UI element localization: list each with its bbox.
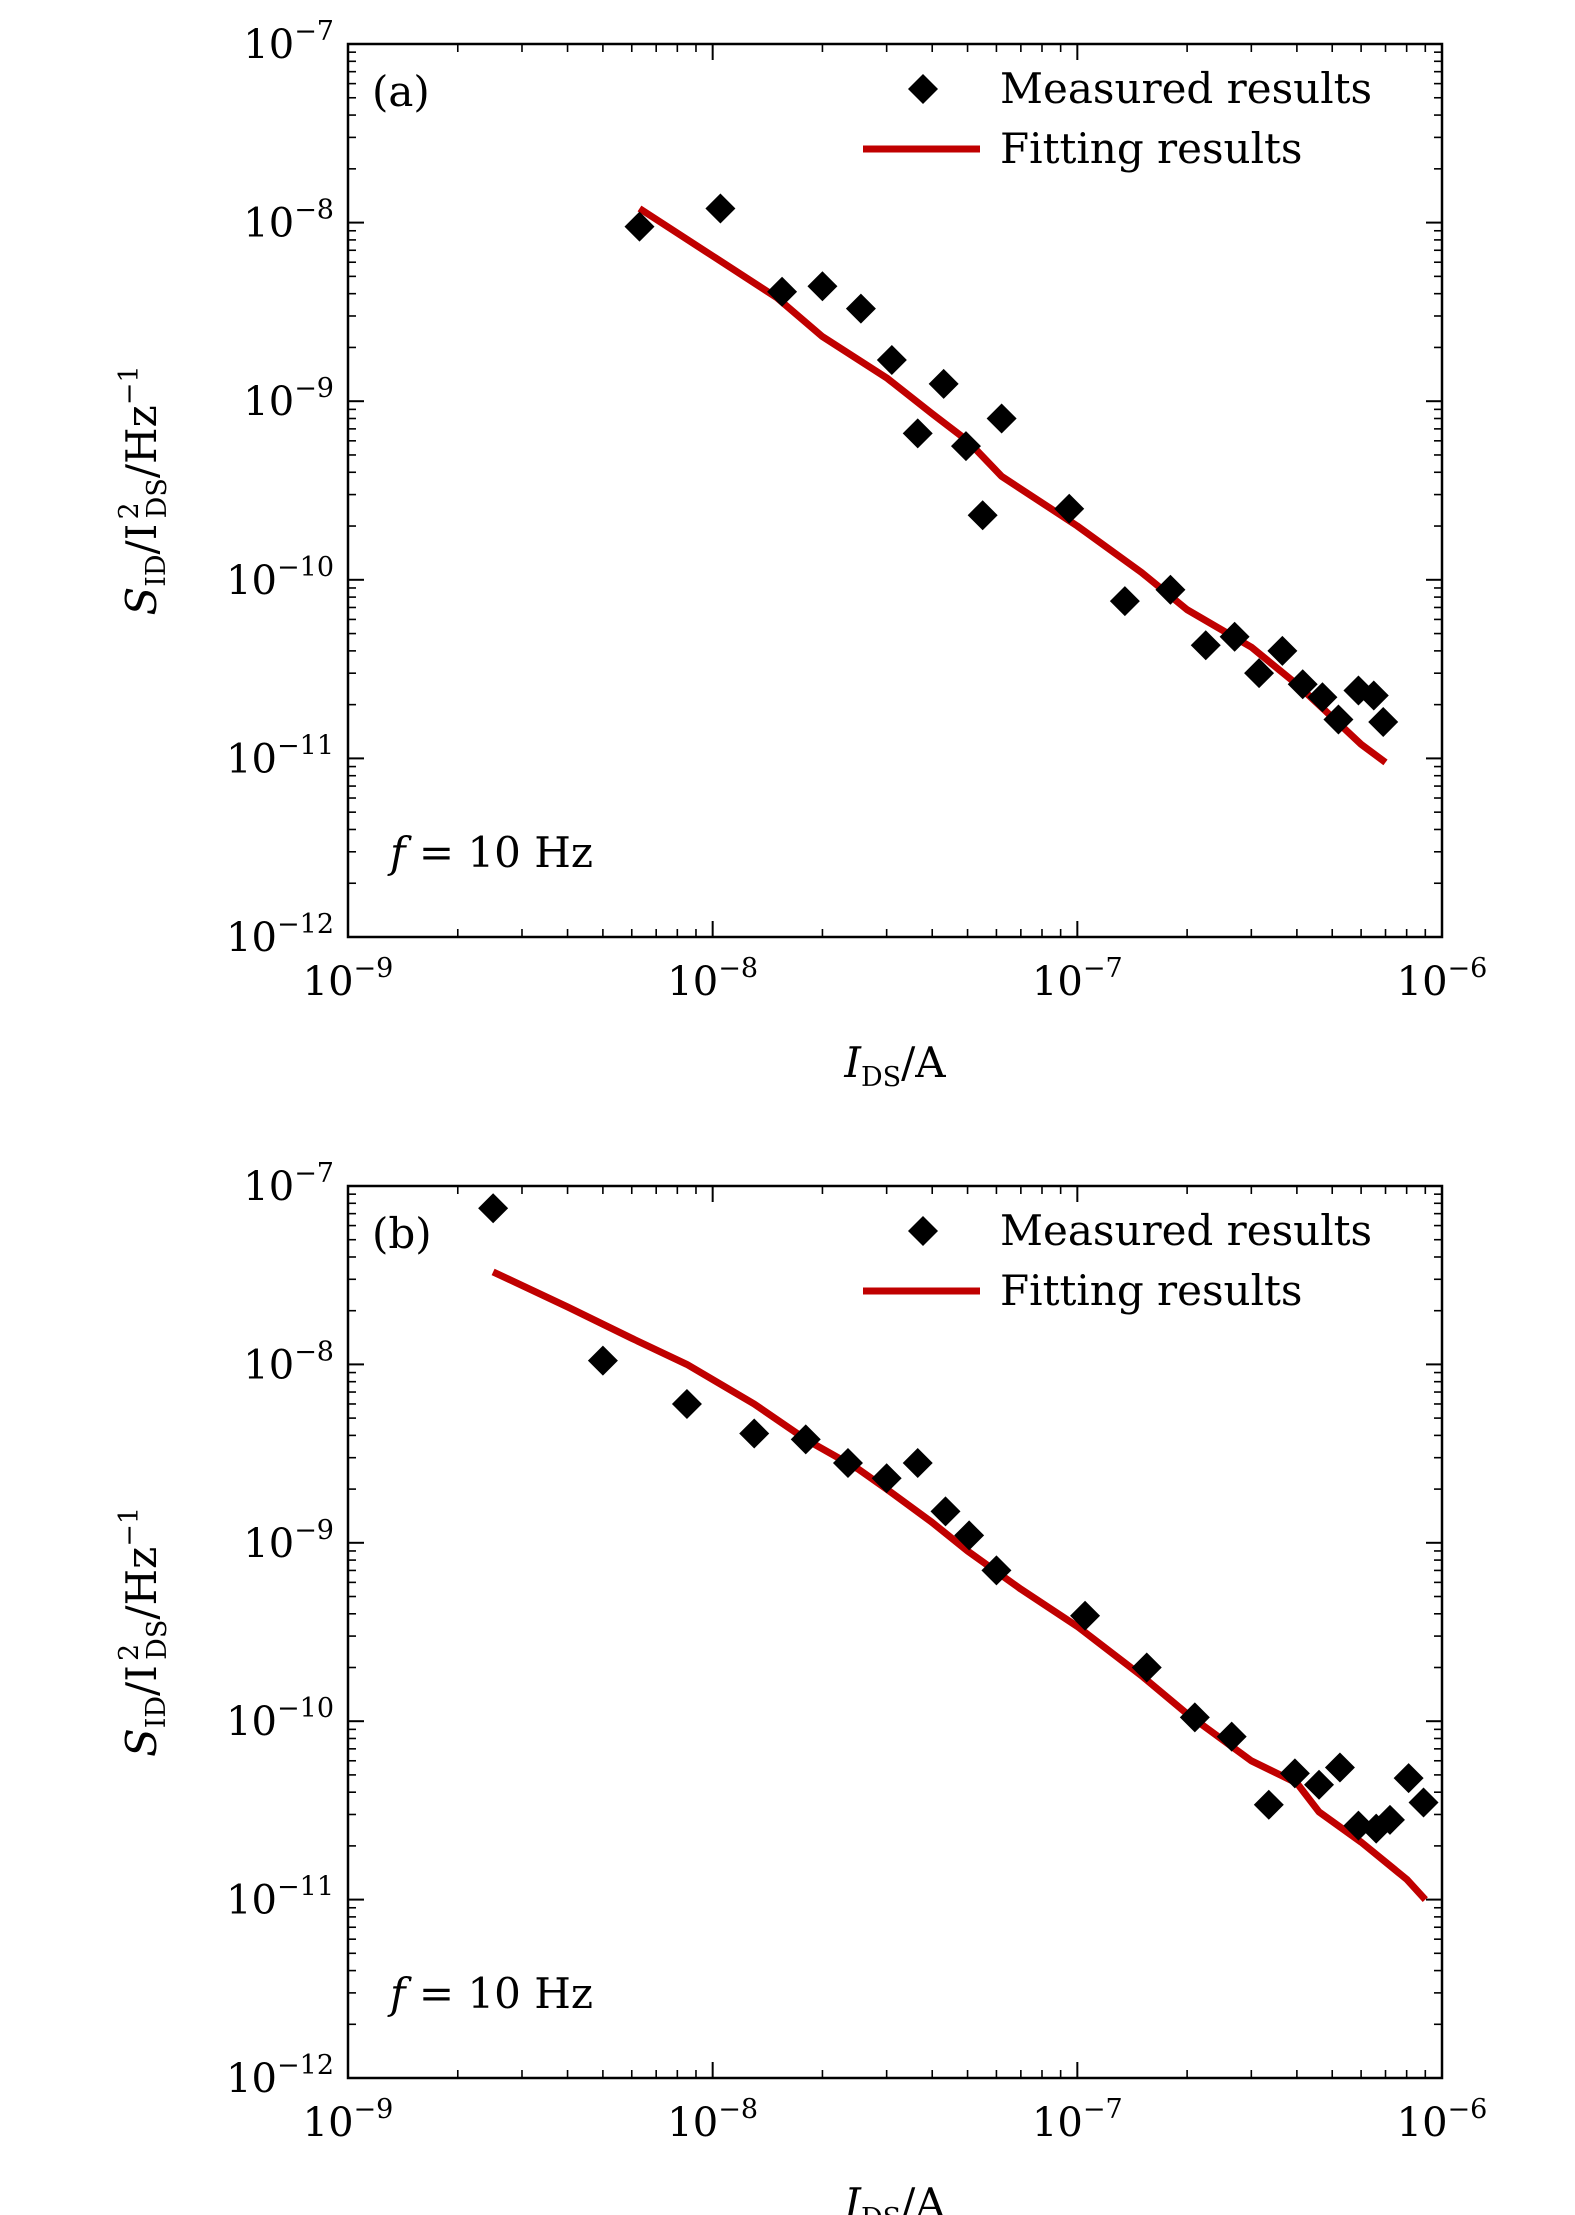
measured-point xyxy=(954,1520,985,1551)
legend-label-fitting: Fitting results xyxy=(1000,124,1302,173)
x-tick-label: 10−9 xyxy=(303,953,394,1005)
measured-point xyxy=(1358,680,1389,711)
measured-point xyxy=(1304,1769,1335,1800)
y-tick-label: 10−8 xyxy=(243,195,334,247)
measured-point xyxy=(1267,635,1298,666)
measured-point xyxy=(1287,669,1318,700)
legend: Measured results Fitting results xyxy=(863,1206,1372,1315)
panel-label: (b) xyxy=(372,1209,432,1258)
y-tick-label: 10−10 xyxy=(226,552,334,604)
measured-point xyxy=(930,1496,961,1527)
measured-point xyxy=(1393,1763,1424,1794)
measured-point xyxy=(871,1463,902,1494)
measured-point xyxy=(671,1388,702,1419)
fitting-results-line xyxy=(491,1268,1428,1902)
legend-diamond-symbol xyxy=(908,1216,938,1246)
measured-point xyxy=(981,1555,1012,1586)
measured-point xyxy=(1408,1787,1439,1818)
plot-frame xyxy=(346,42,1444,939)
fitting-results-line xyxy=(637,205,1388,766)
measured-point xyxy=(624,211,655,242)
measured-point xyxy=(767,276,798,307)
y-tick-label: 10−10 xyxy=(226,1693,334,1745)
measured-point xyxy=(1253,1789,1284,1820)
measured-point xyxy=(1219,621,1250,652)
y-axis-title: SID/I 2DS/Hz−1 xyxy=(114,1507,173,1757)
measured-point xyxy=(807,271,838,302)
measured-point xyxy=(1054,493,1085,524)
measured-point xyxy=(1131,1652,1162,1683)
plot-frame xyxy=(346,1184,1444,2080)
y-tick-label: 10−12 xyxy=(226,909,334,961)
measured-point xyxy=(1109,586,1140,617)
measured-point xyxy=(790,1424,821,1455)
x-ticks xyxy=(347,1186,1443,2078)
y-axis-title: SID/I 2DS/Hz−1 xyxy=(114,365,173,615)
measured-point xyxy=(1179,1702,1210,1733)
measured-point xyxy=(1190,630,1221,661)
measured-point xyxy=(1324,1752,1355,1783)
legend-label-measured: Measured results xyxy=(1000,64,1372,113)
measured-point xyxy=(1070,1600,1101,1631)
measured-point xyxy=(986,403,1017,434)
x-axis-title: IDS/A xyxy=(843,2179,946,2215)
measured-point xyxy=(876,345,907,376)
x-tick-label: 10−7 xyxy=(1032,953,1123,1005)
x-axis-title: IDS/A xyxy=(843,1038,946,1093)
measured-point xyxy=(1368,706,1399,737)
measured-point xyxy=(705,193,736,224)
measured-point xyxy=(1374,1804,1405,1835)
x-tick-label: 10−9 xyxy=(303,2094,394,2146)
y-tick-label: 10−7 xyxy=(243,16,334,68)
legend: Measured results Fitting results xyxy=(863,64,1372,173)
y-ticks xyxy=(348,1185,1442,2079)
measured-point xyxy=(845,293,876,324)
x-ticks xyxy=(347,44,1443,937)
measured-point xyxy=(739,1418,770,1449)
measured-point xyxy=(902,418,933,449)
frequency-annotation: f = 10 Hz xyxy=(387,828,593,877)
y-tick-label: 10−9 xyxy=(243,373,334,425)
frequency-annotation: f = 10 Hz xyxy=(387,1969,593,2018)
measured-point xyxy=(950,431,981,462)
x-tick-label: 10−8 xyxy=(667,953,758,1005)
x-tick-label: 10−8 xyxy=(667,2094,758,2146)
chart-panel-a: 10−9 10−8 10−7 10−6 10−12 10−11 10−10 10−9 10−8 1… xyxy=(114,16,1487,1093)
measured-point xyxy=(1155,574,1186,605)
measured-point xyxy=(587,1345,618,1376)
legend-diamond-symbol xyxy=(908,74,938,104)
measured-point xyxy=(1279,1758,1310,1789)
legend-label-measured: Measured results xyxy=(1000,1206,1372,1255)
y-tick-label: 10−9 xyxy=(243,1515,334,1567)
measured-point xyxy=(1323,704,1354,735)
measured-point xyxy=(1216,1721,1247,1752)
measured-point xyxy=(1244,658,1275,689)
y-tick-label: 10−7 xyxy=(243,1158,334,1210)
panel-label: (a) xyxy=(372,67,430,116)
y-ticks xyxy=(348,43,1442,938)
y-tick-label: 10−11 xyxy=(226,1872,334,1924)
x-tick-label: 10−6 xyxy=(1397,953,1488,1005)
measured-results-points xyxy=(478,1193,1439,1844)
measured-point xyxy=(1307,682,1338,713)
x-tick-label: 10−7 xyxy=(1032,2094,1123,2146)
x-tick-label: 10−6 xyxy=(1397,2094,1488,2146)
y-tick-label: 10−8 xyxy=(243,1336,334,1388)
measured-point xyxy=(967,500,998,531)
y-tick-label: 10−12 xyxy=(226,2050,334,2102)
measured-point xyxy=(902,1448,933,1479)
legend-label-fitting: Fitting results xyxy=(1000,1266,1302,1315)
chart-panel-b: 10−9 10−8 10−7 10−6 10−12 10−11 10−10 10−9 10−8 1… xyxy=(114,1158,1487,2215)
measured-results-points xyxy=(624,193,1399,737)
y-tick-label: 10−11 xyxy=(226,730,334,782)
measured-point xyxy=(832,1448,863,1479)
measured-point xyxy=(478,1193,509,1224)
measured-point xyxy=(928,368,959,399)
